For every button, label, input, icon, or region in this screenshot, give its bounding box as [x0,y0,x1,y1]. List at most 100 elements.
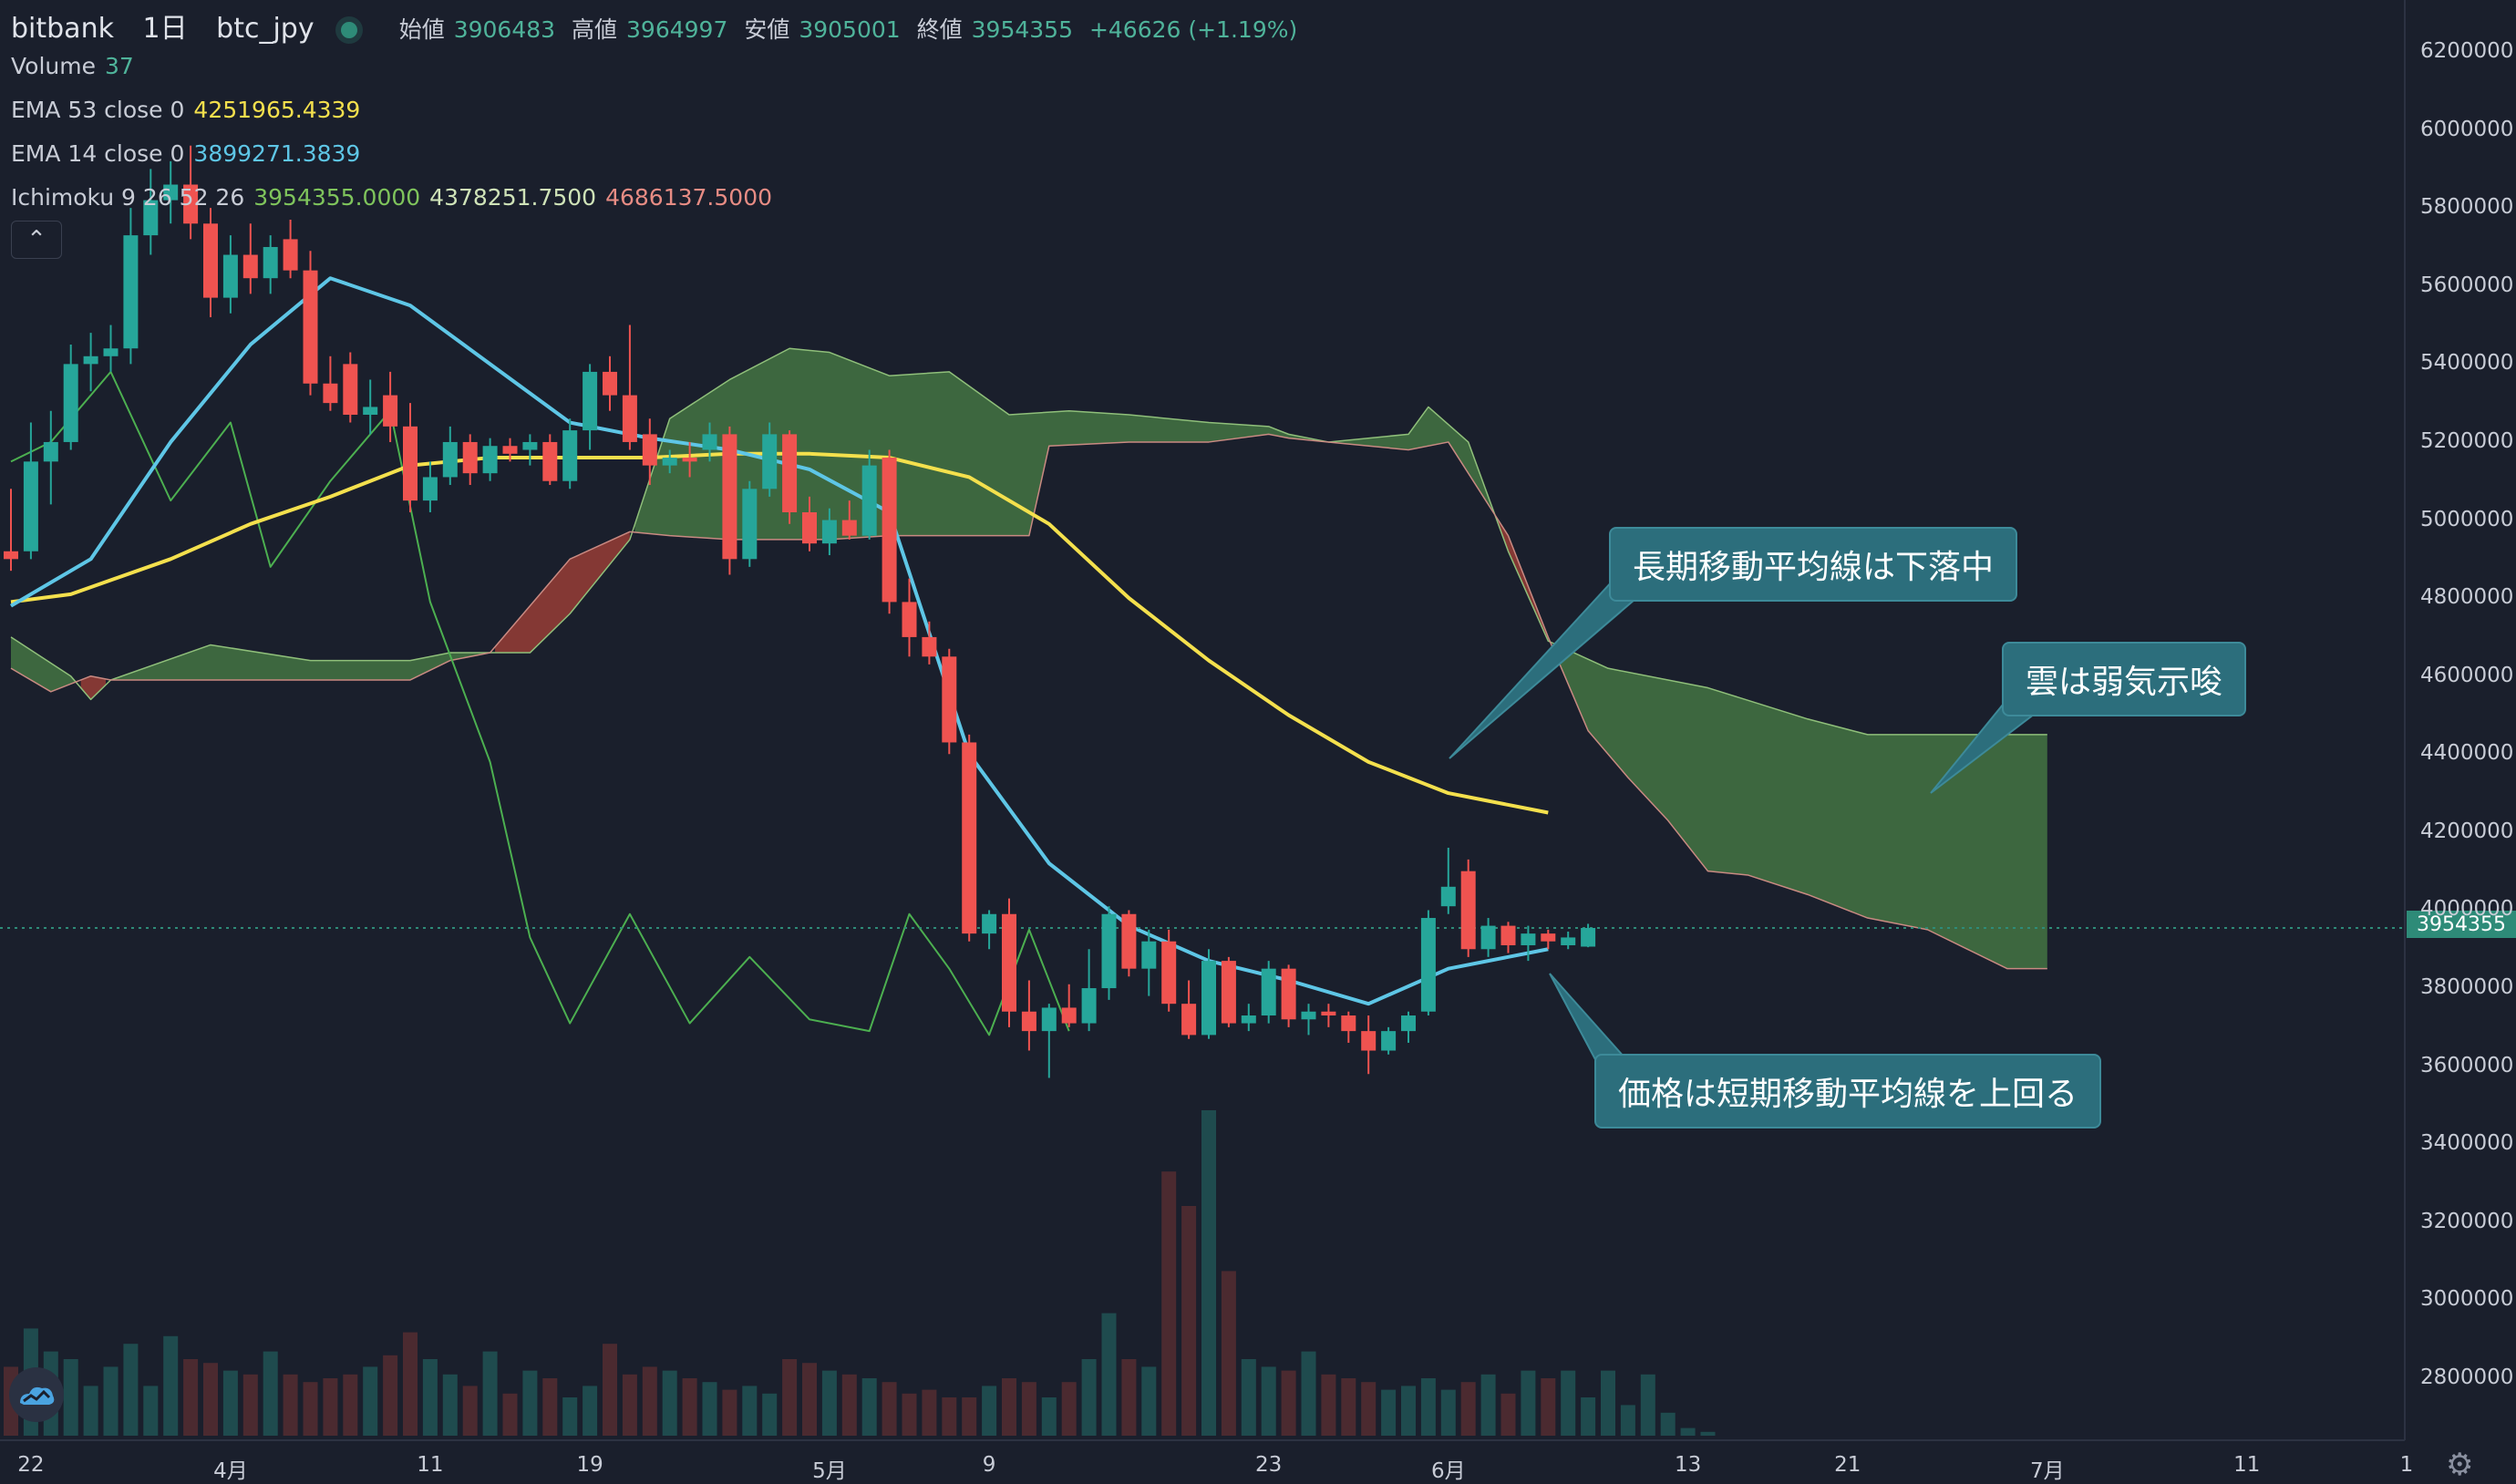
candle-body [123,235,139,349]
volume-bar [63,1359,78,1436]
candle-body [1460,871,1476,950]
candle-body [522,441,538,450]
volume-bar [1002,1378,1016,1436]
volume-bar [1241,1359,1256,1436]
candle-body [1341,1015,1356,1032]
collapse-legend-button[interactable]: ⌃ [11,221,62,259]
time-tick-label: 9 [982,1453,996,1477]
volume-bar [363,1366,378,1436]
candle-body [1101,913,1117,989]
volume-bar [1521,1370,1536,1436]
candle-body [662,458,677,466]
volume-bar [1121,1359,1137,1436]
volume-bar [1601,1370,1615,1436]
time-tick-label: 21 [1834,1453,1861,1477]
ichimoku-value-3: 4686137.5000 [605,184,773,211]
time-tick-label: 11 [2233,1453,2261,1477]
time-tick-label: 1 [2399,1453,2414,1477]
candle-body [782,434,798,512]
candle-body [1581,928,1596,947]
candle-body [1061,1007,1077,1024]
volume-bar [762,1393,778,1436]
volume-bar [1640,1374,1655,1436]
high-value: 3964997 [626,16,728,43]
callout-long-ma: 長期移動平均線は下落中 [1609,527,2018,602]
volume-bar [662,1370,677,1436]
change-value: +46626 (+1.19%) [1088,16,1298,43]
interval[interactable]: 1日 [142,13,188,45]
volume-bar [283,1374,298,1436]
volume-bar [163,1335,179,1436]
candle-body [802,511,817,544]
price-tick-label: 4400000 [2420,741,2514,766]
volume-bar [263,1351,278,1436]
volume-bar [422,1359,438,1436]
candle-body [1321,1011,1336,1016]
candle-body [502,446,518,454]
candle-body [542,441,558,481]
close-label: 終値 [916,16,963,43]
time-tick-label: 7月 [2029,1459,2065,1483]
price-tick-label: 4000000 [2420,897,2514,922]
volume-bar [1301,1351,1316,1436]
volume-bar [303,1382,318,1436]
volume-bar [103,1366,119,1436]
volume-bar [982,1386,997,1436]
candle-body [821,520,837,544]
volume-bar [1341,1378,1356,1436]
candle-body [642,434,657,466]
volume-bar [962,1397,977,1436]
time-tick-label: 19 [576,1453,603,1477]
candle-body [603,371,617,396]
volume-bar [1420,1378,1436,1436]
volume-bar [1401,1386,1416,1436]
current-price-tag: 3954355 [2407,911,2516,938]
volume-bar [242,1374,258,1436]
candle-body [1500,925,1516,945]
candle-body [922,636,937,657]
price-tick-label: 2800000 [2420,1365,2514,1389]
volume-bar [502,1393,518,1436]
volume-bar [1680,1427,1696,1436]
ema53-value: 4251965.4339 [193,97,361,123]
candle-body [1181,1004,1197,1036]
candle-body [942,656,957,743]
candle-body [1002,913,1016,1012]
candle-body [1241,1015,1256,1024]
candle-body [742,489,758,560]
current-price-tag-text: 3954355 [2417,912,2506,936]
cloud-bullish-region [11,636,77,692]
volume-bar [1660,1412,1676,1436]
volume-bar [861,1378,877,1436]
ichimoku-value-1: 3954355.0000 [253,184,421,211]
symbol[interactable]: btc_jpy [216,13,314,45]
cloud-bearish-region [1498,520,1549,642]
candle-body [1141,941,1157,969]
candle-body [1361,1031,1377,1051]
candle-body [1201,961,1216,1036]
ema14-legend[interactable]: EMA 14 close 0 3899271.3839 [11,140,369,167]
tradingview-logo-icon[interactable] [9,1367,64,1422]
candle-body [103,348,119,356]
gear-icon[interactable]: ⚙ [2446,1447,2474,1483]
ema53-legend[interactable]: EMA 53 close 0 4251965.4339 [11,97,369,123]
ichimoku-legend[interactable]: Ichimoku 9 26 52 26 3954355.0000 4378251.7… [11,184,781,211]
volume-legend[interactable]: Volume 37 [11,53,143,79]
candle-body [1121,913,1137,969]
candle-body [722,434,737,560]
logo-cloud-icon [20,1386,55,1405]
cloud-bullish-region [110,644,490,680]
volume-bar [1381,1389,1397,1436]
volume-bar [1480,1374,1496,1436]
volume-bar [1460,1382,1476,1436]
volume-bar [482,1351,498,1436]
volume-bar [1261,1366,1276,1436]
candle-body [1381,1031,1397,1051]
chart-header: bitbank 1日 btc_jpy 始値 3906483 高値 3964997 安… [11,5,1315,46]
candle-body [263,246,278,279]
candle-body [841,520,857,536]
candle-body [363,407,378,415]
volume-bar [1221,1271,1236,1436]
candle-body [1521,933,1536,945]
